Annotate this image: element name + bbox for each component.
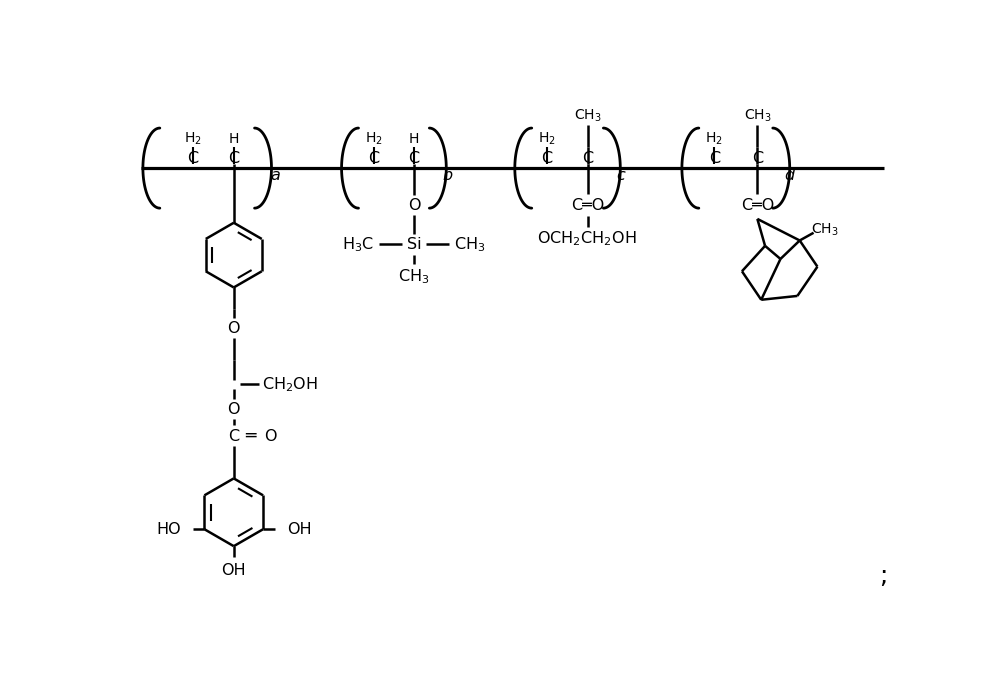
- Text: C═O: C═O: [571, 197, 605, 213]
- Text: HO: HO: [156, 522, 181, 537]
- Text: H$_2$: H$_2$: [538, 131, 556, 147]
- Text: C: C: [709, 152, 720, 166]
- Text: C: C: [542, 152, 553, 166]
- Text: CH$_3$: CH$_3$: [744, 108, 771, 124]
- Text: C: C: [187, 152, 199, 166]
- Text: CH$_3$: CH$_3$: [398, 268, 430, 286]
- Text: OH: OH: [221, 564, 246, 578]
- Text: a: a: [270, 168, 280, 183]
- Text: H$_2$: H$_2$: [705, 131, 723, 147]
- Text: H$_3$C: H$_3$C: [342, 235, 375, 254]
- Text: Si: Si: [407, 237, 421, 252]
- Text: C: C: [368, 152, 379, 166]
- Text: C: C: [228, 152, 239, 166]
- Text: C═O: C═O: [741, 197, 774, 213]
- Text: OH: OH: [287, 522, 312, 537]
- Text: O: O: [408, 197, 420, 213]
- Text: CH$_3$: CH$_3$: [811, 222, 838, 238]
- Text: H: H: [409, 132, 419, 146]
- Text: d: d: [785, 168, 795, 183]
- Text: O: O: [264, 429, 276, 443]
- Text: c: c: [616, 168, 625, 183]
- Text: C: C: [228, 429, 239, 443]
- Text: CH$_2$OH: CH$_2$OH: [262, 375, 318, 394]
- Text: C: C: [582, 152, 594, 166]
- Text: ;: ;: [879, 564, 888, 588]
- Text: H$_2$: H$_2$: [365, 131, 383, 147]
- Text: OCH$_2$CH$_2$OH: OCH$_2$CH$_2$OH: [537, 229, 636, 248]
- Text: O: O: [228, 402, 240, 416]
- Text: CH$_3$: CH$_3$: [454, 235, 485, 254]
- Text: ═: ═: [245, 427, 256, 445]
- Text: H$_2$: H$_2$: [184, 131, 202, 147]
- Text: H: H: [229, 132, 239, 146]
- Text: CH$_3$: CH$_3$: [574, 108, 602, 124]
- Text: b: b: [442, 168, 452, 183]
- Text: C: C: [752, 152, 763, 166]
- Text: C: C: [408, 152, 420, 166]
- Text: O: O: [228, 321, 240, 336]
